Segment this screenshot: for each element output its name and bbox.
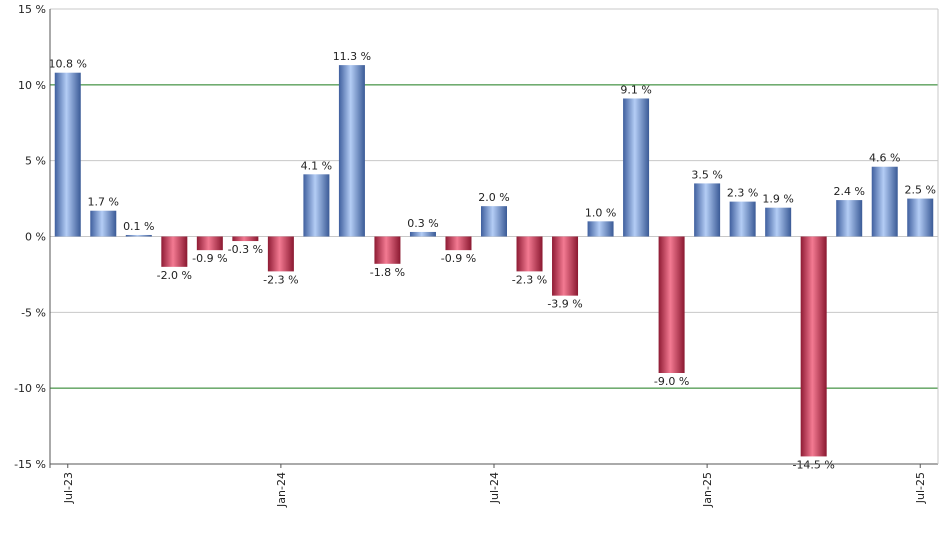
data-label: -2.3 % <box>512 273 547 286</box>
data-label: 10.8 % <box>49 58 87 71</box>
bar-Jan-24 <box>267 236 294 272</box>
bar-Aug-23 <box>90 210 117 237</box>
bar-Jul-25 <box>907 198 934 237</box>
bar-Oct-23 <box>161 236 188 267</box>
bar-Feb-25 <box>729 201 756 237</box>
bar-Dec-23 <box>232 236 259 242</box>
bar-Apr-25 <box>800 236 827 457</box>
y-tick-label: 15 % <box>18 3 46 16</box>
data-label: -1.8 % <box>370 266 405 279</box>
data-label: 2.0 % <box>478 191 509 204</box>
bar-Dec-24 <box>658 236 685 373</box>
bar-Jan-25 <box>694 183 721 237</box>
data-label: 4.6 % <box>869 152 900 165</box>
data-label: 2.4 % <box>833 185 864 198</box>
data-label: 1.7 % <box>88 196 119 209</box>
x-tick-label: Jul-23 <box>62 472 75 504</box>
bar-Nov-23 <box>196 236 223 251</box>
data-label: -2.0 % <box>157 269 192 282</box>
bar-Oct-24 <box>587 221 614 237</box>
x-tick-label: Jan-24 <box>275 472 288 508</box>
bar-Feb-24 <box>303 174 330 237</box>
data-label: -14.5 % <box>792 458 834 471</box>
data-label: -9.0 % <box>654 375 689 388</box>
bar-May-24 <box>409 231 436 237</box>
y-tick-label: 5 % <box>25 155 46 168</box>
y-tick-label: -5 % <box>21 306 46 319</box>
y-tick-label: -10 % <box>14 382 46 395</box>
data-label: 2.3 % <box>727 187 758 200</box>
bar-May-25 <box>836 200 863 237</box>
data-label: 4.1 % <box>301 159 332 172</box>
data-label: 3.5 % <box>691 168 722 181</box>
data-label: 2.5 % <box>905 184 936 197</box>
data-label: 0.1 % <box>123 220 154 233</box>
bar-layer <box>54 65 934 457</box>
bar-Apr-24 <box>374 236 401 264</box>
x-tick-label: Jul-24 <box>488 472 501 504</box>
bar-Jun-25 <box>871 166 898 237</box>
bar-Mar-25 <box>765 207 792 237</box>
y-tick-label: 10 % <box>18 79 46 92</box>
axis-layer: 15 % 10 % 5 % 0 % -5 % -10 % -15 % Jul-23 Jan-24… <box>14 3 939 508</box>
bar-Mar-24 <box>338 65 365 237</box>
x-tick-label: Jan-25 <box>701 472 714 508</box>
data-label: -0.3 % <box>228 243 263 256</box>
bar-Jul-23 <box>54 72 81 237</box>
bar-Aug-24 <box>516 236 543 272</box>
data-label: 0.3 % <box>407 217 438 230</box>
bar-Sep-23 <box>125 234 152 237</box>
data-label: -3.9 % <box>547 298 582 311</box>
data-label: -0.9 % <box>441 252 476 265</box>
data-label: -2.3 % <box>263 273 298 286</box>
data-label: 1.0 % <box>585 206 616 219</box>
data-label: 11.3 % <box>333 50 371 63</box>
data-label: -0.9 % <box>192 252 227 265</box>
y-tick-label: 0 % <box>25 231 46 244</box>
x-tick-label: Jul-25 <box>914 472 927 504</box>
data-label: 9.1 % <box>620 83 651 96</box>
bar-Nov-24 <box>623 98 650 237</box>
bar-Sep-24 <box>552 236 579 296</box>
data-label: 1.9 % <box>762 193 793 206</box>
label-layer: 10.8 %1.7 %0.1 %-2.0 %-0.9 %-0.3 %-2.3 %… <box>49 50 936 471</box>
bar-Jun-24 <box>445 236 472 251</box>
bar-Jul-24 <box>481 206 507 237</box>
y-tick-label: -15 % <box>14 458 46 471</box>
